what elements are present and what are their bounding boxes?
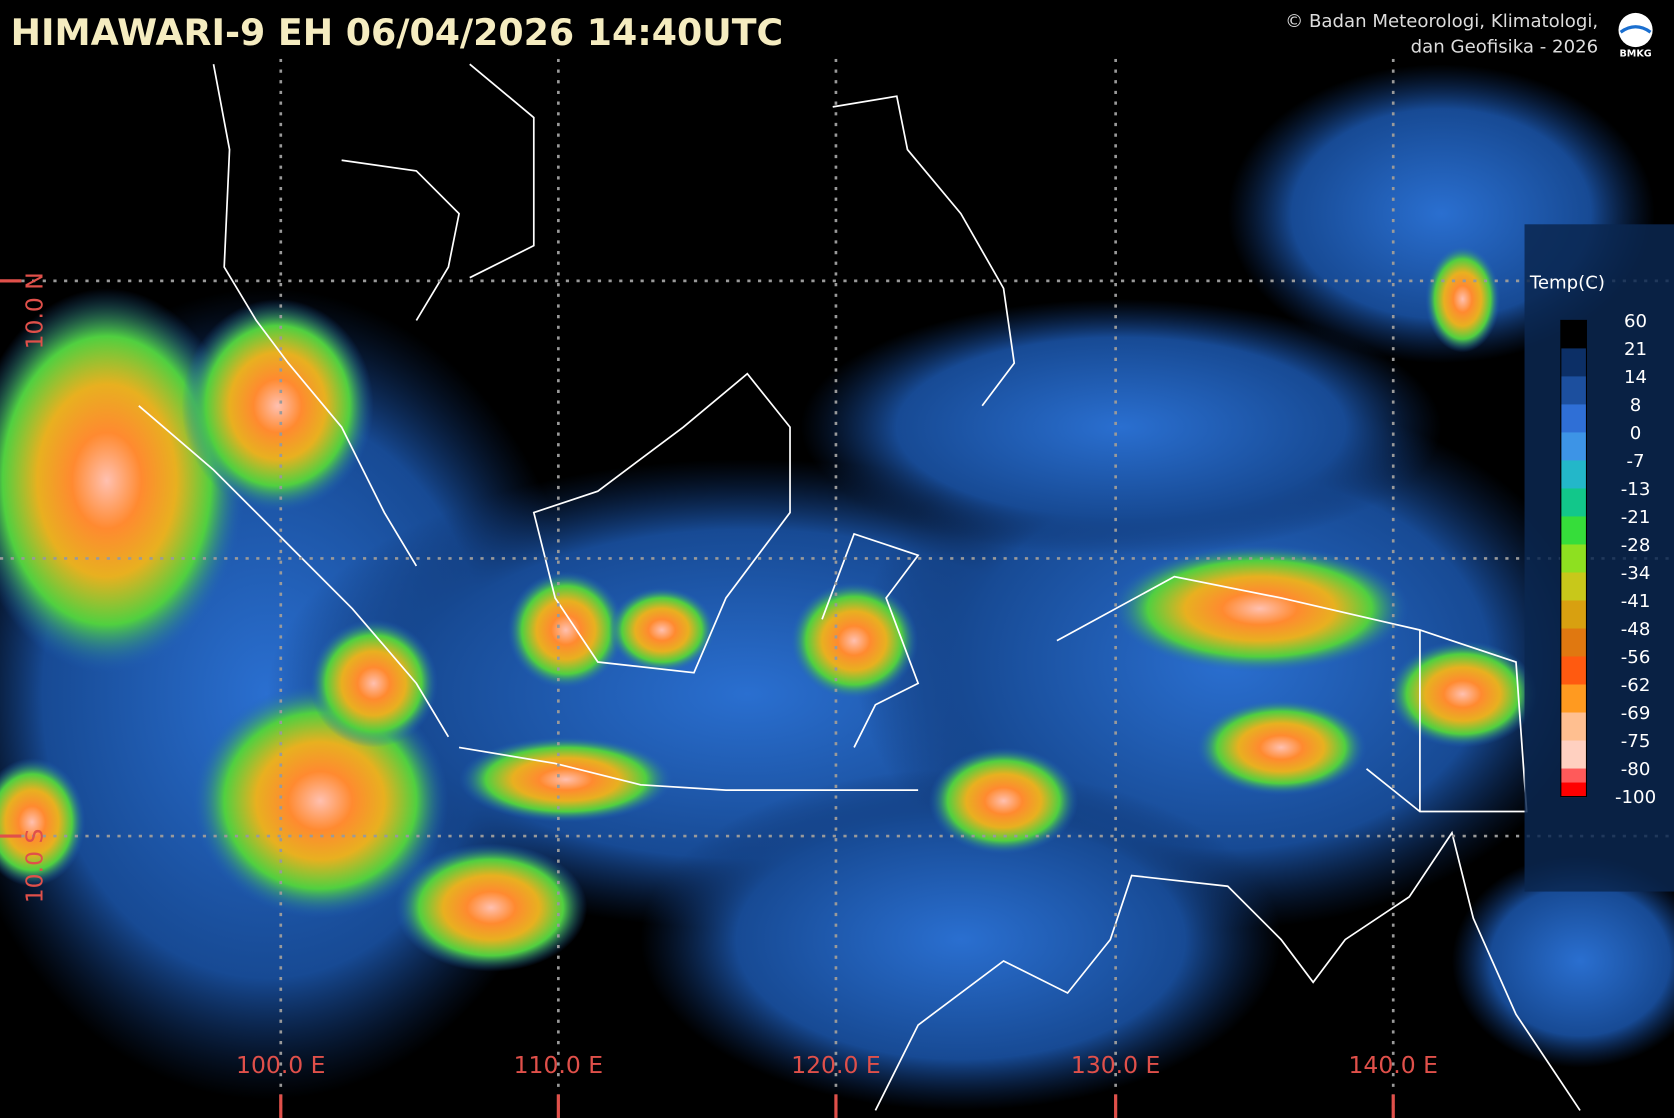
color-swatch [1560,572,1587,602]
longitude-labels: 100.0 E 110.0 E 120.0 E 130.0 E 140.0 E [236,1051,1438,1118]
legend-tick-label: -69 [1621,703,1651,724]
color-swatch [1560,488,1587,517]
legend: Temp(C) 60 21 14 8 0 -7 -13 -21 -28 -34 -41 -48 -56 -… [1524,224,1674,892]
legend-tick-label: -62 [1621,675,1651,696]
legend-tick-label: -75 [1621,731,1651,752]
legend-tick-label: 60 [1624,311,1647,332]
legend-tick-label: -7 [1627,451,1645,472]
longitude-label: 100.0 E [236,1051,325,1079]
logo-wave [1619,25,1652,34]
logo-text: BMKG [1619,49,1651,60]
legend-panel [1524,224,1674,892]
title: HIMAWARI-9 EH 06/04/2026 14:40UTC [11,11,783,54]
longitude-label: 140.0 E [1348,1051,1437,1079]
logo-icon [1618,12,1653,48]
legend-tick-label: -21 [1621,507,1651,528]
longitude-label: 120.0 E [791,1051,880,1079]
graticule [0,58,1674,1118]
color-swatch [1560,740,1587,770]
color-swatch [1560,516,1587,545]
color-swatch [1560,628,1587,658]
color-swatch [1560,600,1587,630]
color-swatch [1560,404,1587,433]
longitude-label: 130.0 E [1071,1051,1160,1079]
latitude-label: 10.0 N [21,272,49,349]
color-swatch [1560,782,1587,797]
legend-tick-label: 8 [1630,395,1642,416]
color-swatch [1560,320,1587,349]
latitude-labels: 10.0 N 10.0 S [0,272,49,903]
legend-tick-label: -80 [1621,759,1651,780]
legend-tick-label: -34 [1621,563,1651,584]
legend-tick-label: -100 [1615,787,1656,808]
color-swatch [1560,460,1587,489]
legend-tick-label: -48 [1621,619,1651,640]
legend-tick-label: 14 [1624,367,1647,388]
coastlines [138,63,1581,1111]
legend-tick-label: -13 [1621,479,1651,500]
colorbar-frame [1560,319,1587,798]
color-swatch [1560,544,1587,574]
latitude-label: 10.0 S [21,829,49,904]
header-bar [0,0,1674,59]
legend-tick-label: -56 [1621,647,1651,668]
color-swatch [1560,656,1587,686]
longitude-label: 110.0 E [514,1051,603,1079]
copyright: © Badan Meteorologi, Klimatologi, [1285,11,1598,32]
legend-tick-label: -28 [1621,535,1651,556]
legend-tick-label: 0 [1630,423,1642,444]
legend-title: Temp(C) [1529,272,1605,293]
color-swatch [1560,712,1587,742]
color-swatch [1560,684,1587,714]
copyright: dan Geofisika - 2026 [1411,36,1599,57]
color-swatch [1560,348,1587,377]
legend-tick-label: -41 [1621,591,1651,612]
legend-tick-label: 21 [1624,339,1647,360]
color-swatch [1560,376,1587,405]
color-swatch [1560,432,1587,461]
